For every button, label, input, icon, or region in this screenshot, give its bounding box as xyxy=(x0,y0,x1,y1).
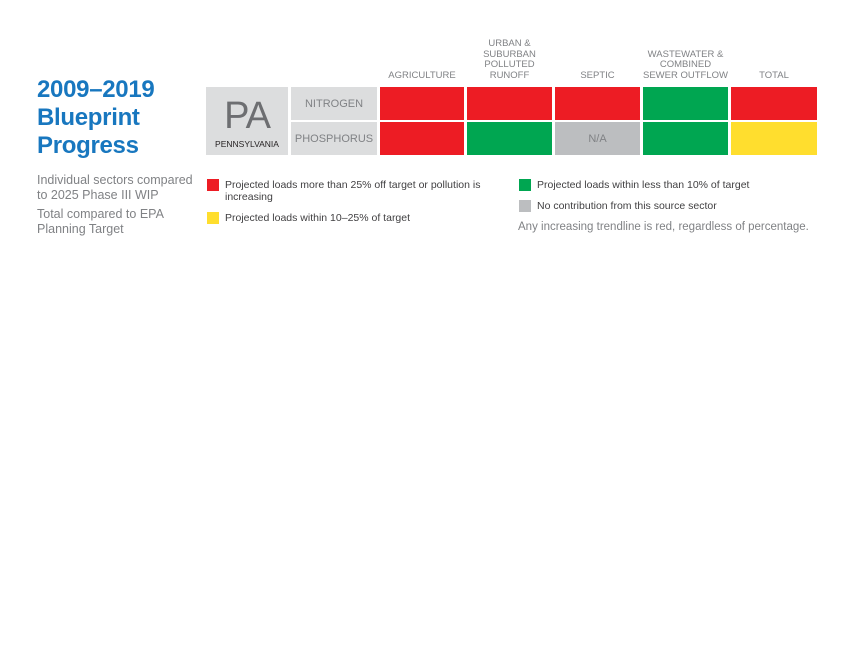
legend-swatch xyxy=(519,200,531,212)
footnote: Any increasing trendline is red, regardl… xyxy=(518,221,809,233)
legend-yellow: Projected loads within 10–25% of target xyxy=(207,212,497,224)
status-cell-yellow xyxy=(731,122,817,155)
status-cell-red xyxy=(380,87,464,120)
note-sectors: Individual sectors compared to 2025 Phas… xyxy=(37,173,193,202)
legend-swatch xyxy=(519,179,531,191)
status-cell-green xyxy=(467,122,552,155)
legend-red: Projected loads more than 25% off target… xyxy=(207,179,497,203)
status-cell-gray: N/A xyxy=(555,122,640,155)
row-label: PHOSPHORUS xyxy=(291,122,377,155)
legend-text: Projected loads within less than 10% of … xyxy=(537,179,750,191)
note-total: Total compared to EPA Planning Target xyxy=(37,207,164,236)
column-header-text: URBAN & SUBURBAN POLLUTED RUNOFF xyxy=(483,38,536,81)
state-name: PENNSYLVANIA xyxy=(215,139,279,149)
state-box: PA PENNSYLVANIA xyxy=(206,87,288,155)
legend-text: No contribution from this source sector xyxy=(537,200,717,212)
status-cell-red xyxy=(467,87,552,120)
status-cell-red xyxy=(380,122,464,155)
legend-text: Projected loads within 10–25% of target xyxy=(225,212,411,224)
legend-swatch xyxy=(207,212,219,224)
column-header-text: AGRICULTURE xyxy=(388,69,456,81)
column-header: URBAN & SUBURBAN POLLUTED RUNOFF xyxy=(467,21,552,81)
status-cell-green xyxy=(643,122,728,155)
status-cell-red xyxy=(731,87,817,120)
legend-green: Projected loads within less than 10% of … xyxy=(519,179,819,191)
legend-swatch xyxy=(207,179,219,191)
column-header-text: WASTEWATER & COMBINED SEWER OUTFLOW xyxy=(643,48,728,81)
column-header: TOTAL xyxy=(731,21,817,81)
status-cell-red xyxy=(555,87,640,120)
legend-text: Projected loads more than 25% off target… xyxy=(225,179,481,203)
column-header: WASTEWATER & COMBINED SEWER OUTFLOW xyxy=(643,21,728,81)
column-header-text: SEPTIC xyxy=(580,69,615,81)
column-header: SEPTIC xyxy=(555,21,640,81)
legend-gray: No contribution from this source sector xyxy=(519,200,819,212)
column-header: AGRICULTURE xyxy=(380,21,464,81)
row-label: NITROGEN xyxy=(291,87,377,120)
state-abbr: PA xyxy=(224,95,271,137)
page-title: 2009–2019 Blueprint Progress xyxy=(37,76,155,159)
column-header-text: TOTAL xyxy=(759,69,789,81)
status-cell-green xyxy=(643,87,728,120)
